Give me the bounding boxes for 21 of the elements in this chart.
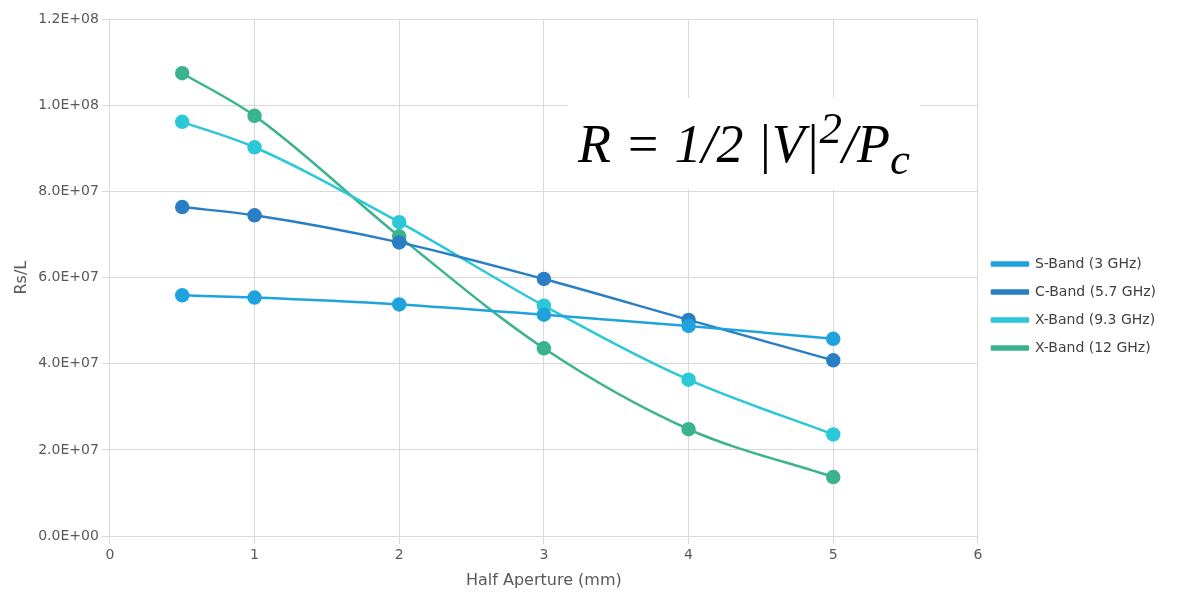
x-tick-label: 6 bbox=[973, 546, 983, 563]
y-tick-label: 1.2E+08 bbox=[38, 10, 99, 27]
x-tick-label: 4 bbox=[684, 546, 694, 563]
y-axis-title: Rs/L bbox=[10, 260, 30, 295]
y-tick-label: 6.0E+07 bbox=[38, 268, 99, 285]
x-tick-label: 2 bbox=[394, 546, 404, 563]
y-tick-label: 4.0E+07 bbox=[38, 354, 99, 371]
legend-label: X-Band (9.3 GHz) bbox=[1034, 310, 1156, 327]
legend-label: X-Band (12 GHz) bbox=[1034, 338, 1151, 355]
y-tick-label: 0.0E+00 bbox=[38, 526, 99, 543]
x-tick-label: 5 bbox=[828, 546, 838, 563]
x-tick-label: 0 bbox=[105, 546, 115, 563]
x-tick-label: 1 bbox=[250, 546, 259, 563]
legend-label: S-Band (3 GHz) bbox=[1034, 254, 1142, 271]
x-tick-label: 3 bbox=[539, 546, 549, 563]
x-axis-title: Half Aperture (mm) bbox=[466, 569, 622, 589]
legend-label: C-Band (5.7 GHz) bbox=[1034, 282, 1157, 299]
y-tick-label: 2.0E+07 bbox=[38, 440, 99, 457]
y-tick-label: 8.0E+07 bbox=[38, 182, 99, 199]
annotation: R = 1/2 |V|$^{2}$/P$_{c}$ bbox=[568, 98, 921, 189]
y-tick-label: 1.0E+08 bbox=[38, 96, 99, 113]
